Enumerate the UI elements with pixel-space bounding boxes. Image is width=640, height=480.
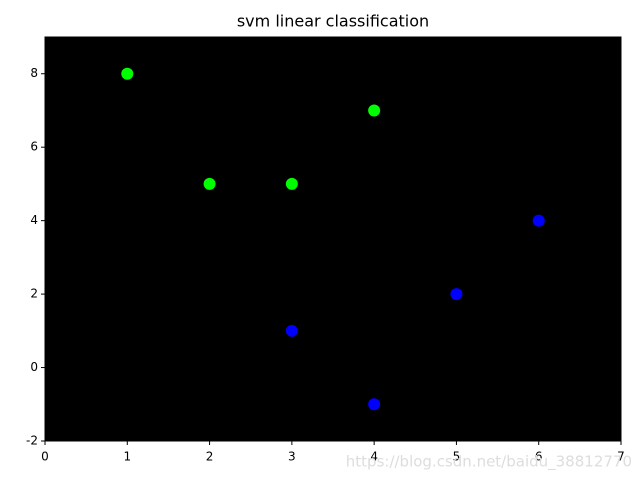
x-tick-label: 4	[370, 450, 378, 464]
point	[121, 67, 134, 80]
plot-area	[44, 36, 622, 442]
point	[368, 104, 381, 117]
x-tick-label: 2	[206, 450, 214, 464]
x-tick-label: 5	[453, 450, 461, 464]
point	[368, 398, 381, 411]
x-tick-label: 3	[288, 450, 296, 464]
point	[285, 177, 298, 190]
point	[203, 177, 216, 190]
watermark: https://blog.csdn.net/baidu_38812770	[346, 453, 632, 472]
y-tick-label: 6	[30, 140, 38, 154]
y-tick-label: 0	[30, 360, 38, 374]
chart-title: svm linear classification	[237, 12, 429, 31]
x-tick-label: 6	[535, 450, 543, 464]
y-tick-label: -2	[26, 434, 38, 448]
point	[532, 214, 545, 227]
y-tick-label: 2	[30, 287, 38, 301]
x-tick-label: 1	[123, 450, 131, 464]
point	[285, 324, 298, 337]
x-tick-label: 7	[617, 450, 625, 464]
y-tick-label: 4	[30, 213, 38, 227]
point	[450, 288, 463, 301]
x-tick-label: 0	[41, 450, 49, 464]
y-tick-label: 8	[30, 66, 38, 80]
